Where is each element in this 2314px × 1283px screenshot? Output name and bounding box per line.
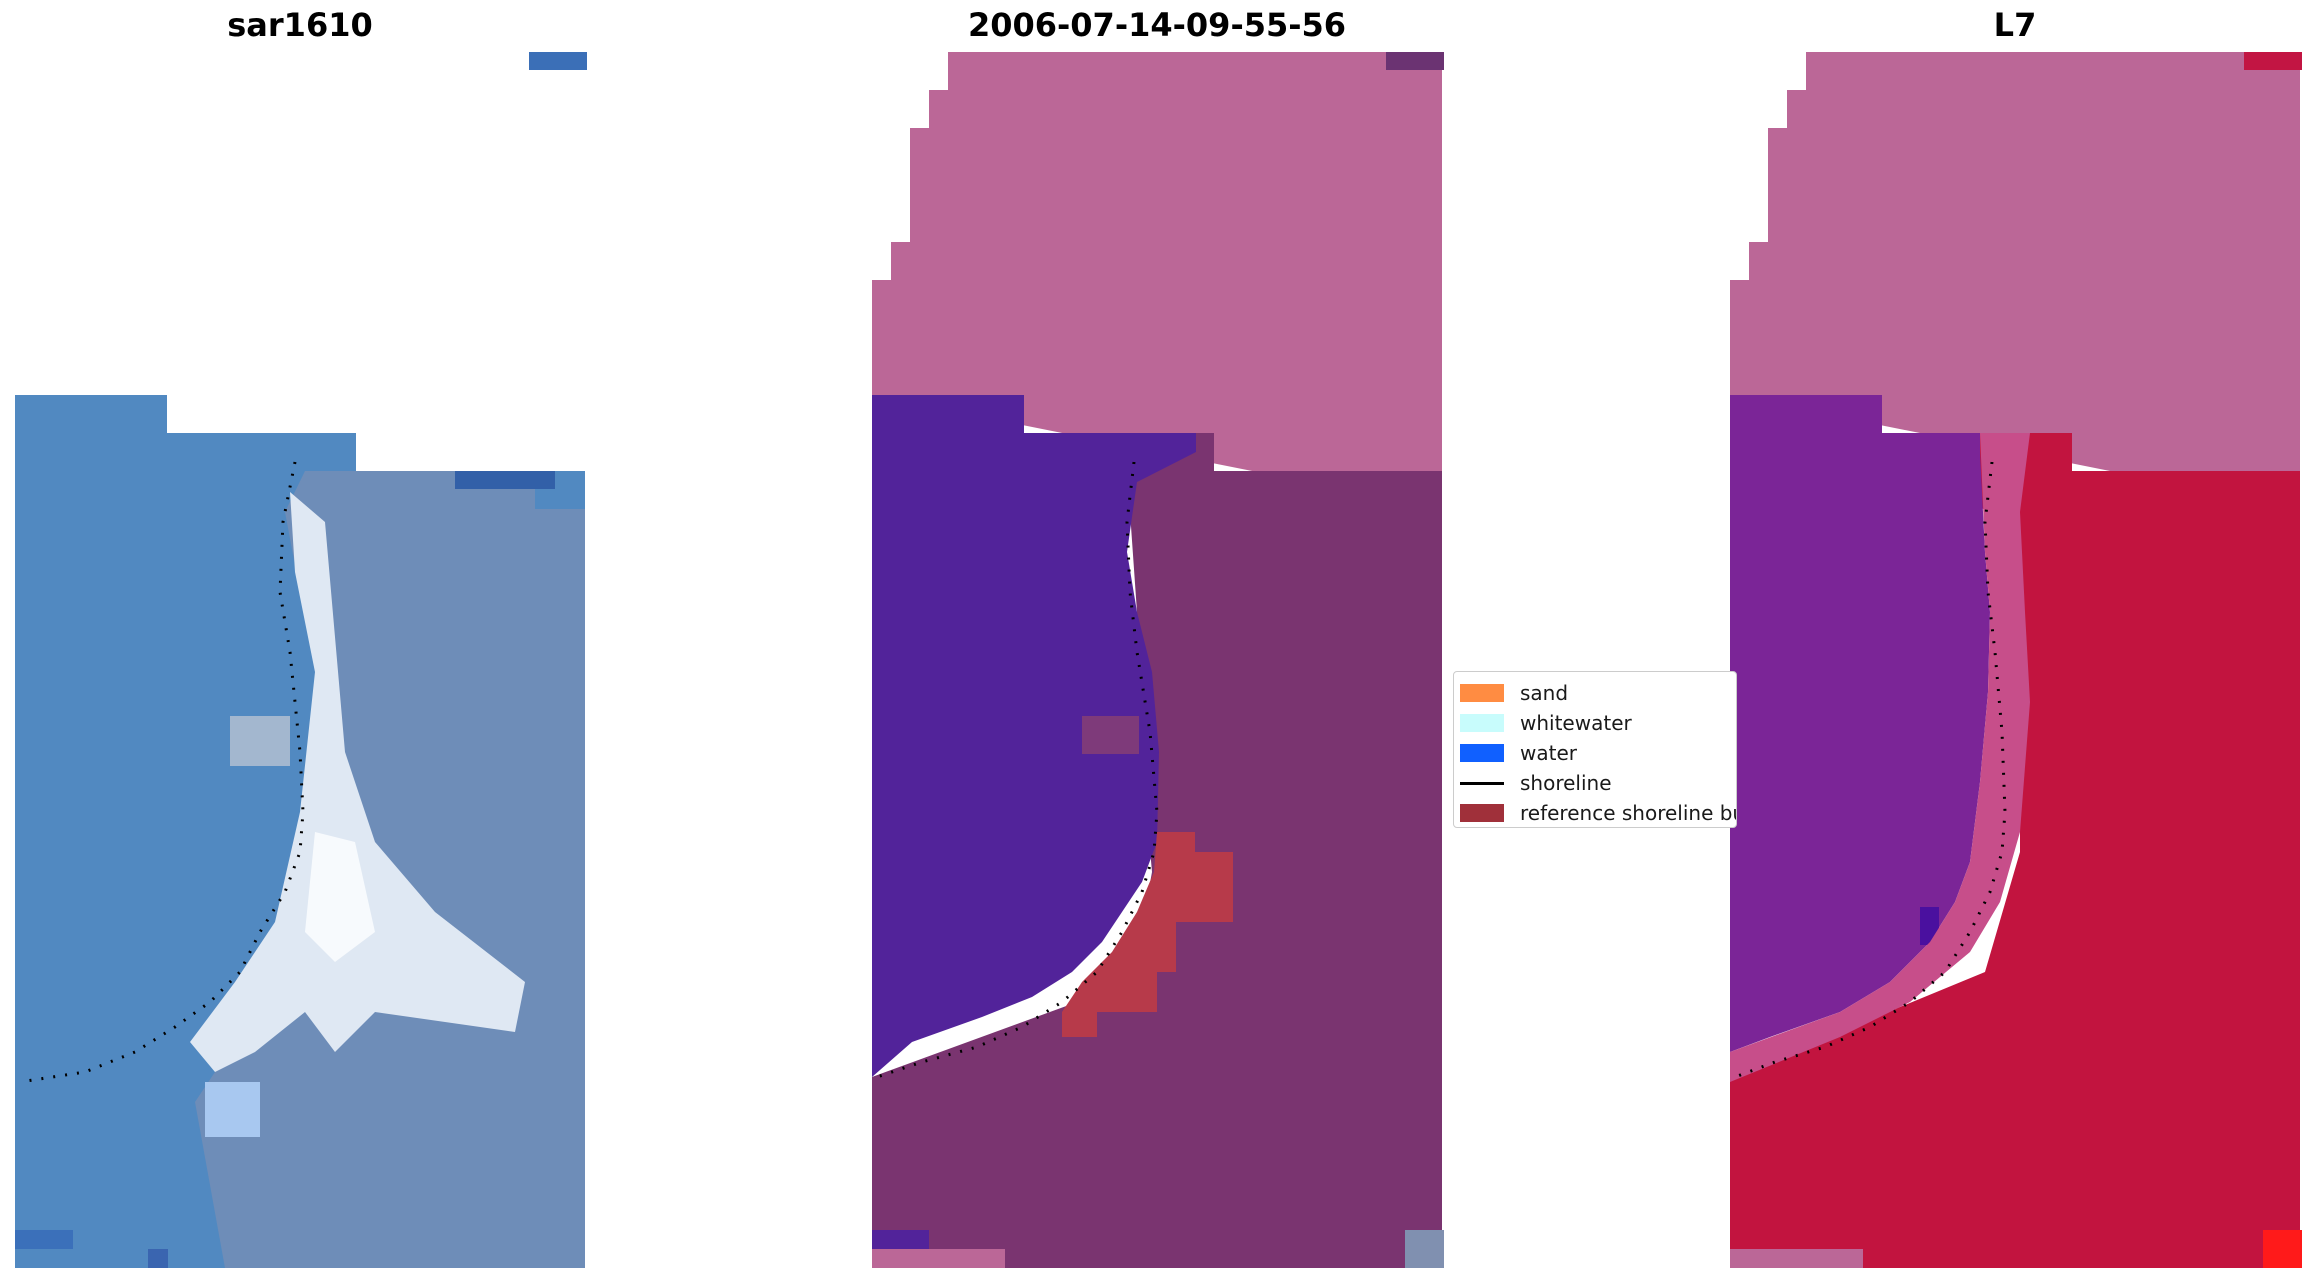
- class-buffer-area: [1062, 832, 1233, 1037]
- rgb-image-panel: [15, 52, 587, 1268]
- legend-label-water: water: [1520, 741, 1577, 765]
- class-sand-area: [872, 52, 1442, 509]
- legend-swatch-whitewater: [1460, 714, 1504, 732]
- rgb-bottom-left-fragment: [15, 1230, 73, 1249]
- legend-item-reference-shoreline-buffer: reference shoreline buffer: [1460, 798, 1736, 827]
- legend-label-reference-shoreline-buffer: reference shoreline buffer: [1520, 801, 1736, 825]
- legend-label-whitewater: whitewater: [1520, 711, 1632, 735]
- class-sand-top-right: [1386, 52, 1444, 70]
- index-image-panel: [1730, 52, 2302, 1268]
- legend-item-whitewater: whitewater: [1460, 708, 1632, 738]
- class-water-area: [872, 395, 1196, 1077]
- rgb-whitewater-plume: [190, 492, 525, 1072]
- legend-label-shoreline: shoreline: [1520, 771, 1612, 795]
- rgb-cloud-patch: [230, 716, 290, 766]
- index-transition-band: [1730, 433, 2030, 1082]
- legend-line-shoreline: [1460, 781, 1504, 785]
- rgb-pale-patch: [205, 1082, 260, 1137]
- class-sand-bottom-right: [1405, 1230, 1444, 1268]
- class-water-inset: [1082, 716, 1139, 754]
- panel-title-classified: 2006-07-14-09-55-56: [967, 6, 1347, 44]
- legend-swatch-water: [1460, 744, 1504, 762]
- legend-label-sand: sand: [1520, 681, 1569, 705]
- legend-item-shoreline: shoreline: [1460, 768, 1612, 798]
- index-shoreline: [1734, 461, 2007, 1079]
- index-sand-area: [1730, 52, 2300, 509]
- rgb-bright-core: [305, 832, 375, 962]
- index-bottom-left-fragment: [1730, 1249, 1863, 1268]
- index-image: [1730, 52, 2302, 1268]
- legend-item-sand: sand: [1460, 678, 1568, 708]
- index-land-area: [1730, 395, 2300, 1268]
- rgb-bottom-fragment: [148, 1249, 168, 1268]
- legend-swatch-reference-shoreline-buffer: [1460, 804, 1504, 822]
- class-water-bottom-left: [872, 1230, 929, 1249]
- legend-item-water: water: [1460, 738, 1577, 768]
- rgb-top-right-fragment: [529, 52, 587, 70]
- rgb-dark-strip: [455, 471, 555, 489]
- classified-image-panel: [872, 52, 1444, 1268]
- rgb-image: [15, 52, 587, 1268]
- index-bottom-right-fragment: [2263, 1230, 2302, 1268]
- legend: sand whitewater water shoreline referenc…: [1453, 671, 1737, 828]
- classified-image: [872, 52, 1444, 1268]
- index-top-right-fragment: [2244, 52, 2302, 70]
- class-sand-bottom-left: [872, 1249, 1005, 1268]
- panel-title-mndwi: L7: [1993, 6, 2037, 44]
- index-water-area: [1730, 395, 1990, 1052]
- panel-title-rgb: sar1610: [227, 6, 373, 44]
- legend-swatch-sand: [1460, 684, 1504, 702]
